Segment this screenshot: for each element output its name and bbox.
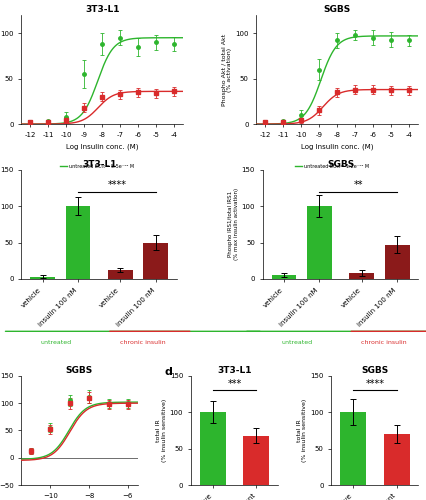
Bar: [199, 412, 225, 485]
Title: 3T3-L1: 3T3-L1: [217, 366, 251, 375]
X-axis label: Log Insulin conc. (M): Log Insulin conc. (M): [66, 144, 138, 150]
Title: SGBS: SGBS: [66, 366, 93, 375]
Legend: untreated EC₅₀= 5.5e⁻⁰⁹ M, chronic insulin EC₅₀= 5.8e⁻⁰⁹ M: untreated EC₅₀= 5.5e⁻⁰⁹ M, chronic insul…: [58, 162, 147, 178]
Y-axis label: total IR
(% insulin sensitive): total IR (% insulin sensitive): [156, 399, 167, 462]
Title: SGBS: SGBS: [326, 160, 354, 169]
Bar: [30, 277, 55, 279]
Bar: [143, 242, 168, 279]
Bar: [339, 412, 366, 485]
Title: 3T3-L1: 3T3-L1: [82, 160, 116, 169]
Bar: [306, 206, 331, 279]
Y-axis label: Phospho IRS1/total IRS1
(% max insulin activation): Phospho IRS1/total IRS1 (% max insulin a…: [227, 188, 238, 260]
Bar: [242, 436, 269, 485]
Bar: [383, 434, 409, 485]
Bar: [66, 206, 90, 279]
Bar: [384, 245, 409, 279]
Text: **: **: [353, 180, 362, 190]
Text: ***: ***: [227, 379, 241, 389]
Bar: [108, 270, 132, 279]
Legend: untreated EC₅₀= 1.2e⁻⁰⁹ M, chronic insulin EC₅₀= 1.6e⁻⁰⁹ M: untreated EC₅₀= 1.2e⁻⁰⁹ M, chronic insul…: [292, 162, 381, 178]
Text: chronic insulin: chronic insulin: [360, 340, 406, 345]
Text: ****: ****: [365, 379, 383, 389]
X-axis label: Log Insulin conc. (M): Log Insulin conc. (M): [300, 144, 373, 150]
Y-axis label: Phospho Akt / total Akt
(% activation): Phospho Akt / total Akt (% activation): [221, 34, 232, 106]
Title: 3T3-L1: 3T3-L1: [85, 5, 119, 14]
Bar: [271, 276, 296, 279]
Text: chronic insulin: chronic insulin: [120, 340, 165, 345]
Y-axis label: total IR
(% insulin sensitive): total IR (% insulin sensitive): [296, 399, 307, 462]
Text: ****: ****: [107, 180, 126, 190]
Text: untreated: untreated: [281, 340, 312, 345]
Title: SGBS: SGBS: [323, 5, 350, 14]
Title: SGBS: SGBS: [360, 366, 388, 375]
Text: untreated: untreated: [40, 340, 71, 345]
Bar: [348, 273, 373, 279]
Text: d: d: [164, 367, 172, 377]
